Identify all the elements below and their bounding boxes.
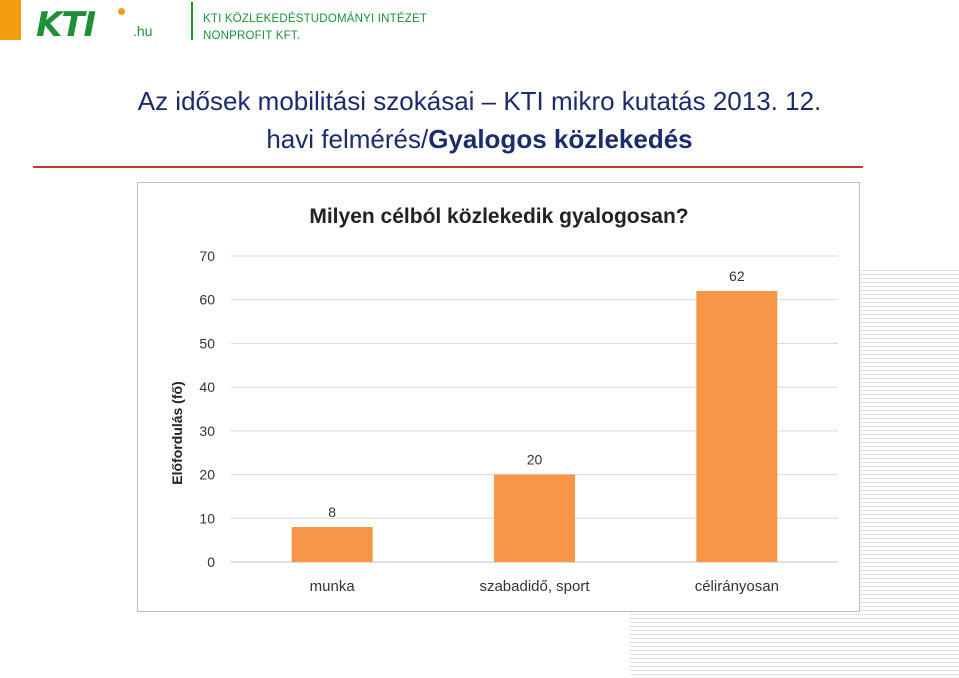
y-tick-label: 60	[199, 292, 215, 308]
slide-title-prefix: havi felmérés/	[266, 124, 429, 154]
x-tick-label: munka	[310, 578, 356, 595]
slide-title-line2: havi felmérés/Gyalogos közlekedés	[0, 123, 959, 155]
data-label: 20	[527, 452, 543, 468]
bar	[696, 290, 778, 562]
y-tick-label: 30	[199, 423, 215, 439]
y-tick-label: 50	[199, 335, 215, 351]
accent-bar	[0, 0, 21, 40]
logo-dot-icon	[118, 8, 125, 15]
data-label: 62	[729, 268, 745, 284]
kti-logo: KTI .hu	[36, 6, 186, 44]
org-name: KTI KÖZLEKEDÉSTUDOMÁNYI INTÉZET	[203, 13, 428, 25]
y-axis-title: Előfordulás (fő)	[169, 381, 185, 484]
header-divider	[191, 2, 193, 40]
bar-chart: Milyen célból közlekedik gyalogosan? 0 10…	[169, 205, 838, 595]
chart-frame: Milyen célból közlekedik gyalogosan? 0 10…	[137, 182, 860, 612]
data-label: 8	[328, 504, 336, 520]
slide-title-line1: Az idősek mobilitási szokásai – KTI mikr…	[137, 86, 822, 116]
logo-suffix: .hu	[133, 23, 153, 39]
y-tick-label: 10	[199, 510, 215, 526]
x-tick-label: szabadidő, sport	[479, 578, 590, 595]
org-subtitle: NONPROFIT KFT.	[203, 30, 301, 42]
y-tick-label: 0	[207, 554, 215, 570]
y-tick-label: 40	[199, 379, 215, 395]
slide-title-bold: Gyalogos közlekedés	[428, 124, 693, 154]
logo-text: KTI	[36, 5, 96, 45]
y-tick-label: 20	[199, 467, 215, 483]
title-rule	[33, 166, 863, 168]
bar	[494, 474, 575, 562]
bar	[291, 527, 373, 562]
x-tick-label: célirányosan	[695, 578, 779, 595]
y-tick-label: 70	[199, 248, 215, 264]
chart-title: Milyen célból közlekedik gyalogosan?	[309, 205, 688, 228]
